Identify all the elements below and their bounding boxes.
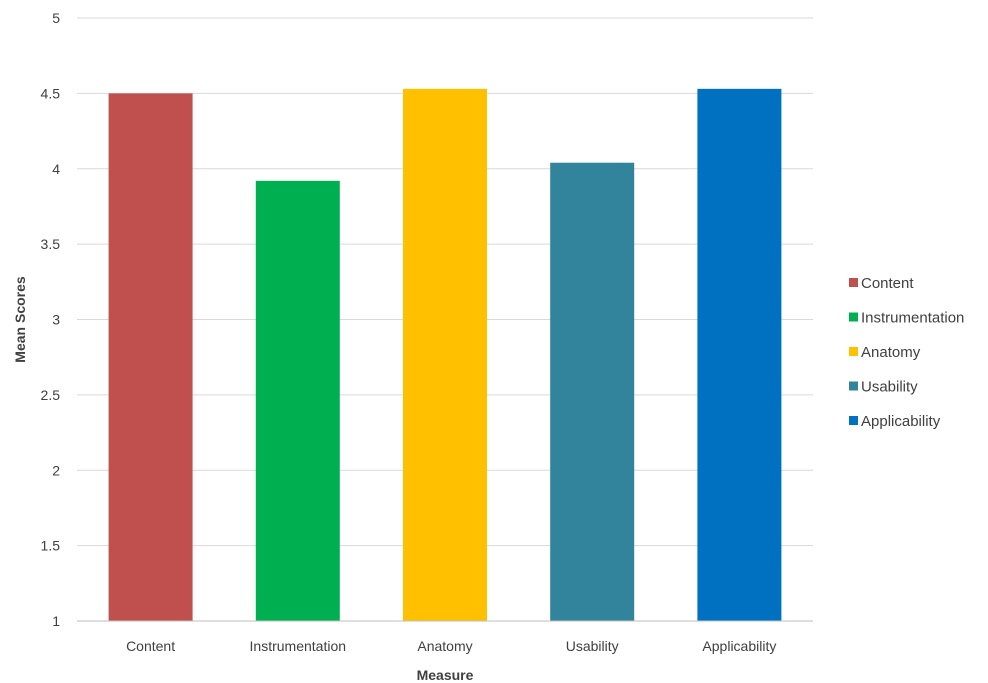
legend-label: Content [861, 275, 914, 292]
legend: Content Instrumentation Anatomy Usability Ap… [849, 275, 964, 430]
legend-swatch [849, 278, 858, 287]
y-tick-label: 1 [52, 613, 60, 629]
bar-usability [550, 162, 635, 621]
legend-label: Usability [861, 379, 918, 396]
y-tick-label: 5 [52, 10, 60, 26]
bar-instrumentation [255, 180, 340, 621]
bar-applicability [697, 88, 782, 622]
y-tick-label: 4 [52, 161, 60, 177]
bar-content [108, 93, 193, 621]
y-axis-title: Mean Scores [12, 276, 28, 363]
x-tick-label: Content [126, 638, 175, 654]
bar-anatomy [403, 88, 487, 622]
y-tick-label: 3 [52, 312, 60, 328]
x-tick-label: Applicability [702, 638, 776, 654]
legend-swatch [849, 416, 858, 425]
axes: 1 1.5 2 2.5 3 3.5 4 4.5 5 Content Instrumentation A… [41, 10, 813, 654]
legend-swatch [849, 381, 858, 391]
y-tick-label: 2.5 [41, 387, 61, 403]
x-axis-title: Measure [417, 667, 474, 683]
x-tick-label: Instrumentation [250, 638, 347, 654]
legend-label: Instrumentation [861, 310, 964, 327]
legend-label: Applicability [861, 413, 941, 430]
legend-label: Anatomy [861, 344, 921, 361]
legend-swatch [849, 347, 858, 356]
legend-swatch [849, 312, 858, 322]
y-tick-label: 1.5 [41, 538, 61, 554]
y-tick-label: 3.5 [41, 236, 61, 252]
x-tick-label: Anatomy [417, 638, 472, 654]
bars [108, 88, 782, 622]
x-tick-label: Usability [566, 638, 619, 654]
y-tick-label: 2 [52, 462, 60, 478]
y-tick-label: 4.5 [41, 85, 61, 101]
